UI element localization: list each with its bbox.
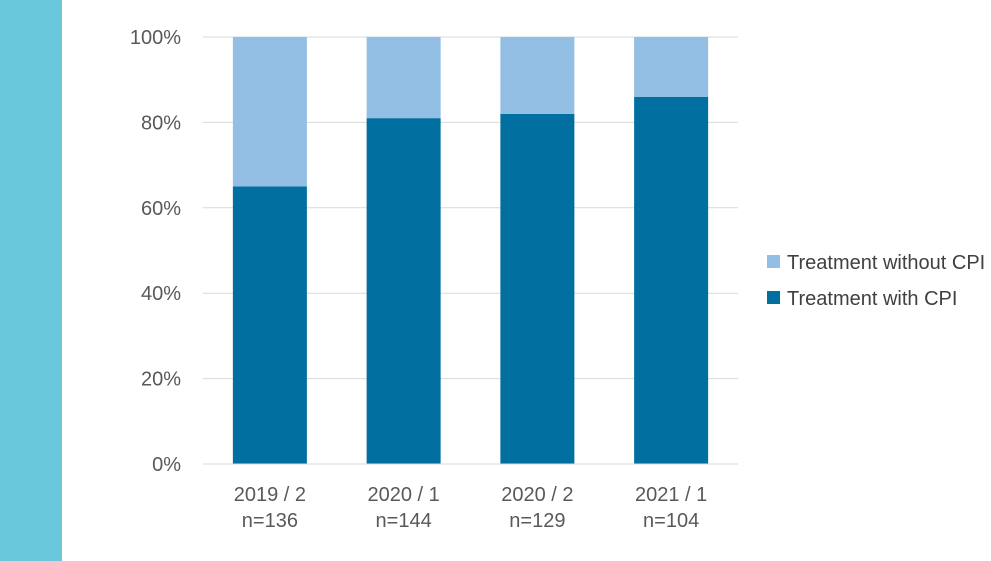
y-tick-label: 60% xyxy=(141,198,181,220)
bar-with-cpi xyxy=(232,186,307,464)
bar-with-cpi xyxy=(634,96,709,464)
x-tick-count-label: n=136 xyxy=(242,510,298,532)
bar-without-cpi xyxy=(232,37,307,187)
x-tick-count-label: n=104 xyxy=(643,510,699,532)
bars xyxy=(232,37,709,465)
bar-with-cpi xyxy=(500,113,575,465)
y-axis-ticks: 0% 20% 40% 60% 80% 100% xyxy=(130,27,181,476)
bar-with-cpi xyxy=(366,118,441,464)
y-tick-label: 0% xyxy=(152,454,181,476)
legend: Treatment without CPI Treatment with CPI xyxy=(767,252,985,310)
bar-without-cpi xyxy=(634,37,709,97)
x-tick-period-label: 2020 / 1 xyxy=(367,484,439,506)
y-tick-label: 40% xyxy=(141,283,181,305)
y-tick-label: 20% xyxy=(141,369,181,391)
legend-swatch xyxy=(767,291,780,304)
legend-swatch xyxy=(767,255,780,268)
x-tick-period-label: 2020 / 2 xyxy=(501,484,573,506)
y-tick-label: 100% xyxy=(130,27,181,49)
legend-label: Treatment without CPI xyxy=(787,252,985,274)
x-tick-period-label: 2019 / 2 xyxy=(234,484,306,506)
bar-without-cpi xyxy=(500,37,575,114)
side-accent-band xyxy=(0,0,62,561)
x-axis-ticks: 2019 / 2 n=136 2020 / 1 n=144 2020 / 2 n=129 2… xyxy=(234,484,708,532)
y-tick-label: 80% xyxy=(141,112,181,134)
x-tick-period-label: 2021 / 1 xyxy=(635,484,707,506)
x-tick-count-label: n=144 xyxy=(376,510,432,532)
x-tick-count-label: n=129 xyxy=(509,510,565,532)
legend-label: Treatment with CPI xyxy=(787,288,957,310)
bar-without-cpi xyxy=(366,37,441,119)
